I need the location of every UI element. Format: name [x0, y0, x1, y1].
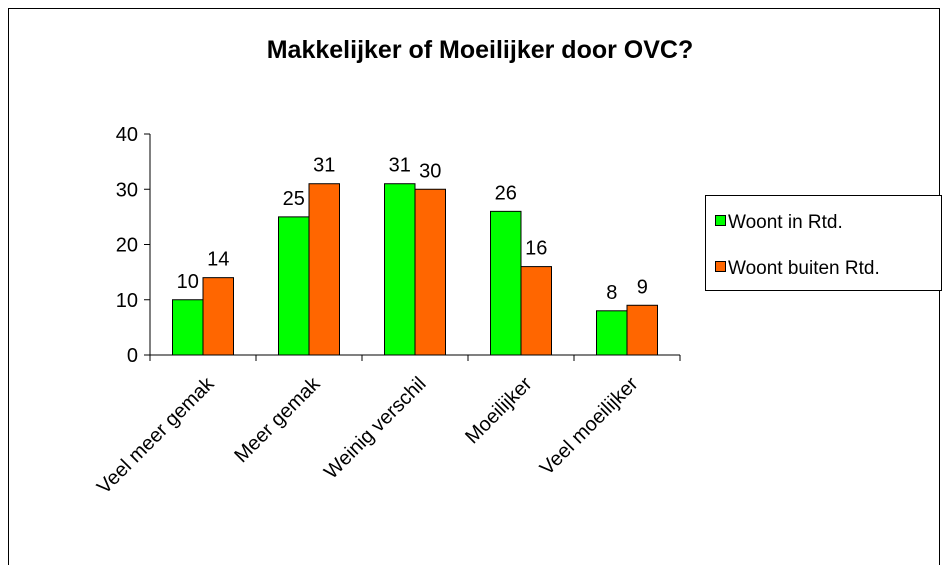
bar: [520, 266, 552, 356]
bar: [490, 210, 522, 356]
data-label: 10: [177, 271, 199, 293]
data-label: 9: [637, 276, 648, 298]
bar: [626, 304, 658, 356]
y-tick-label: 0: [127, 345, 138, 367]
legend: [705, 195, 942, 291]
legend-label: Woont in Rtd.: [728, 212, 843, 233]
bar: [308, 183, 340, 356]
data-label: 26: [495, 182, 517, 204]
legend-label: Woont buiten Rtd.: [728, 258, 880, 279]
y-tick-label: 30: [116, 179, 138, 201]
bar: [384, 183, 416, 356]
data-label: 25: [283, 188, 305, 210]
data-label: 8: [606, 282, 617, 304]
chart-title: Makkelijker of Moeilijker door OVC?: [267, 36, 694, 64]
bar: [414, 188, 446, 356]
y-tick-label: 10: [116, 290, 138, 312]
bar: [172, 299, 204, 356]
data-label: 14: [207, 249, 229, 271]
bar: [596, 310, 628, 356]
bar: [202, 277, 234, 356]
legend-swatch: [715, 215, 726, 226]
data-label: 30: [419, 160, 441, 182]
bar: [278, 216, 310, 356]
y-tick-label: 20: [116, 235, 138, 257]
data-label: 16: [525, 238, 547, 260]
data-label: 31: [389, 155, 411, 177]
legend-swatch: [715, 261, 726, 272]
y-tick-label: 40: [116, 124, 138, 146]
data-label: 31: [313, 155, 335, 177]
